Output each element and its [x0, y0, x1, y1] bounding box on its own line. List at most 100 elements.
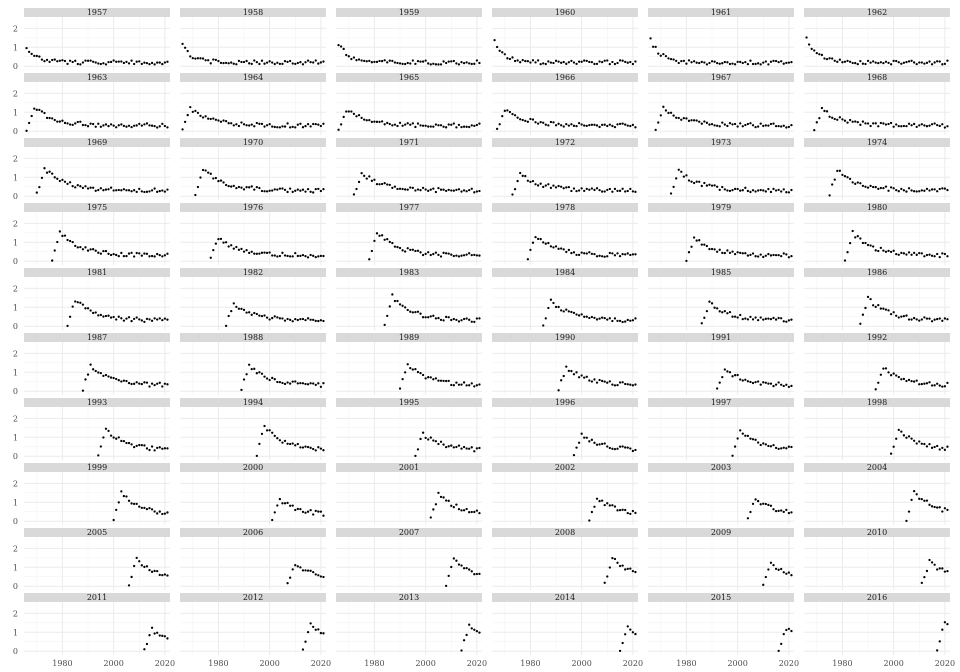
panel-1988: 1988	[180, 333, 326, 395]
data-point	[759, 122, 762, 125]
data-point	[209, 62, 212, 65]
strip-background	[492, 73, 638, 82]
data-point	[253, 367, 256, 370]
data-point	[460, 254, 463, 257]
data-point	[767, 63, 770, 66]
data-point	[603, 190, 606, 193]
data-point	[312, 625, 315, 628]
data-point	[447, 499, 450, 502]
data-point	[769, 382, 773, 385]
data-point	[593, 62, 596, 66]
data-point	[97, 251, 100, 254]
data-point	[769, 317, 773, 321]
data-point	[48, 170, 51, 173]
data-point	[255, 121, 258, 125]
data-point	[56, 120, 59, 123]
data-point	[92, 60, 95, 63]
data-point	[115, 253, 118, 257]
data-point	[621, 122, 624, 125]
panel-1958: 1958	[180, 8, 326, 70]
data-point	[565, 186, 568, 189]
data-point	[319, 510, 323, 513]
data-point	[255, 252, 258, 255]
strip-label: 1990	[555, 333, 575, 342]
data-point	[409, 248, 412, 252]
data-point	[918, 61, 921, 64]
data-point	[900, 430, 903, 433]
data-point	[304, 255, 307, 258]
data-point	[45, 116, 49, 120]
data-point	[411, 122, 414, 125]
data-point	[122, 494, 126, 498]
x-tick-label: 2000	[103, 659, 123, 668]
data-point	[194, 193, 197, 197]
data-point	[447, 60, 450, 63]
data-point	[925, 569, 929, 573]
data-point	[306, 256, 310, 259]
data-point	[460, 649, 463, 652]
data-point	[575, 62, 578, 66]
data-point	[787, 511, 791, 515]
data-point	[271, 316, 274, 320]
panel-1996: 1996	[492, 398, 638, 460]
data-point	[511, 56, 514, 59]
data-point	[222, 61, 225, 65]
data-point	[271, 125, 274, 128]
data-point	[294, 126, 297, 129]
data-point	[263, 251, 266, 254]
panel-background	[24, 82, 170, 135]
data-point	[148, 255, 151, 258]
data-point	[263, 314, 266, 317]
data-point	[79, 63, 82, 66]
data-point	[713, 306, 716, 309]
data-point	[196, 57, 200, 60]
data-point	[478, 572, 481, 575]
data-point	[127, 189, 131, 192]
data-point	[536, 184, 540, 187]
strip-label: 2010	[867, 528, 887, 537]
data-point	[616, 319, 619, 323]
data-point	[158, 253, 161, 257]
data-point	[936, 649, 939, 652]
data-point	[780, 642, 783, 645]
data-point	[508, 57, 512, 61]
data-point	[115, 60, 118, 63]
data-point	[549, 120, 553, 124]
data-point	[943, 252, 947, 256]
strip-label: 1964	[243, 73, 263, 82]
data-point	[777, 447, 780, 450]
data-point	[739, 122, 742, 125]
data-point	[741, 379, 744, 382]
data-point	[478, 189, 481, 193]
data-point	[598, 189, 601, 192]
data-point	[314, 187, 317, 191]
y-tick-label: 0	[13, 192, 18, 201]
strip-label: 1989	[399, 333, 419, 342]
data-point	[424, 188, 427, 191]
data-point	[772, 384, 775, 388]
data-point	[700, 184, 703, 188]
data-point	[600, 255, 604, 258]
data-point	[649, 37, 652, 40]
data-point	[700, 243, 703, 246]
data-point	[186, 49, 189, 53]
data-point	[309, 508, 312, 512]
data-point	[767, 124, 770, 127]
data-point	[519, 61, 522, 64]
data-point	[150, 445, 154, 448]
data-point	[437, 63, 440, 66]
data-point	[288, 187, 292, 190]
data-point	[475, 572, 479, 576]
data-point	[818, 117, 821, 120]
data-point	[122, 188, 126, 191]
data-point	[606, 445, 609, 448]
data-point	[731, 315, 734, 318]
data-point	[319, 61, 323, 64]
data-point	[304, 640, 307, 643]
data-point	[667, 57, 670, 60]
data-point	[81, 123, 85, 127]
data-point	[874, 388, 877, 391]
data-point	[718, 188, 721, 192]
